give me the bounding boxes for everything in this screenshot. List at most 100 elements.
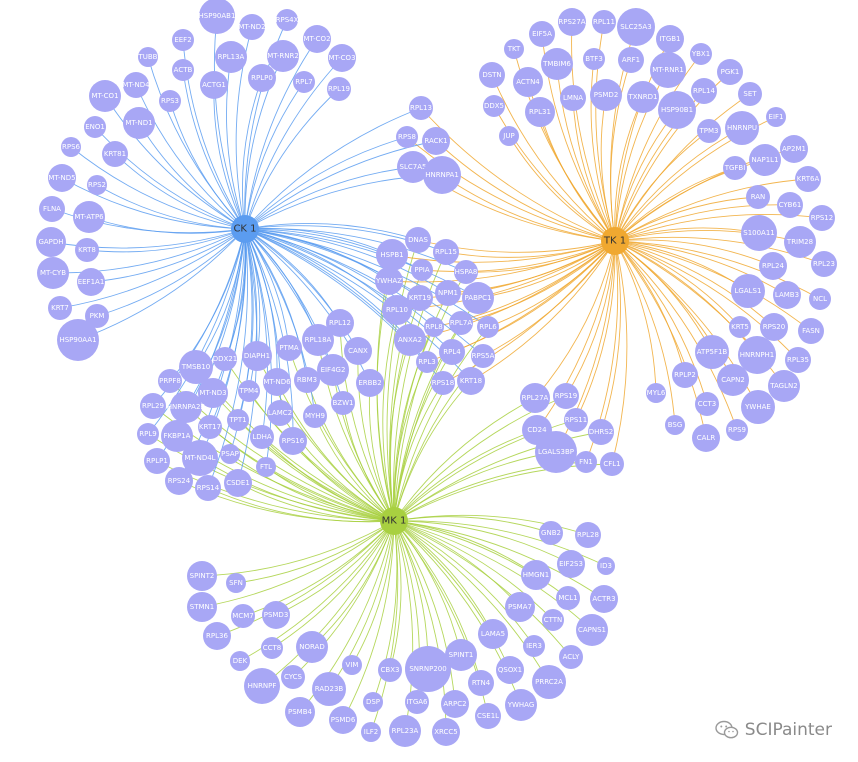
- node-circle: [441, 690, 469, 718]
- wechat-icon: [715, 720, 738, 739]
- node-rpl11: RPL11: [592, 10, 616, 34]
- node-circle: [293, 71, 315, 93]
- node-arf1: ARF1: [618, 47, 644, 73]
- node-label: KRT81: [104, 150, 126, 158]
- node-circle: [165, 467, 193, 495]
- node-circle: [303, 25, 331, 53]
- edge-mk-arpc2: [393, 520, 456, 705]
- node-circle: [405, 227, 431, 253]
- node-tpm3: TPM3: [697, 119, 721, 143]
- node-label: SET: [743, 90, 757, 98]
- node-label: RPS16: [282, 437, 305, 445]
- node-label: MCL1: [558, 594, 577, 602]
- node-circle: [520, 383, 550, 413]
- edge-ck-rps3: [169, 100, 246, 230]
- node-label: TMSB10: [181, 363, 210, 371]
- node-label: RPS14: [197, 484, 220, 492]
- node-label: RPL11: [593, 18, 615, 26]
- node-label: RPL24: [762, 262, 784, 270]
- node-circle: [499, 126, 519, 146]
- edge-tk-rack1: [435, 140, 616, 242]
- node-circle: [342, 655, 362, 675]
- node-circle: [618, 47, 644, 73]
- node-myh9: MYH9: [303, 404, 327, 428]
- node-circle: [187, 592, 217, 622]
- node-mt-nd3: MT-ND3: [198, 378, 228, 408]
- node-hspb1: HSPB1: [376, 239, 408, 271]
- node-capns1: CAPNS1: [576, 614, 608, 646]
- node-rpl24: RPL24: [759, 252, 787, 280]
- node-sfn: SFN: [226, 573, 246, 593]
- node-label: SNRNP200: [409, 665, 446, 673]
- edge-tk-dstn: [491, 74, 616, 242]
- node-label: RPL10: [386, 306, 408, 314]
- node-rbm3: RBM3: [294, 367, 320, 393]
- node-label: KRT8: [78, 246, 96, 254]
- node-cct3: CCT3: [695, 392, 719, 416]
- edge-mk-psmd6: [342, 520, 395, 721]
- node-circle: [723, 156, 747, 180]
- node-circle: [525, 97, 555, 127]
- node-circle: [89, 80, 121, 112]
- node-circle: [276, 9, 298, 31]
- edge-tk-hnrnpu: [614, 127, 743, 242]
- node-label: RPL14: [693, 87, 715, 95]
- node-rpl6: RPL6: [477, 316, 499, 338]
- node-rps12: RPS12: [809, 205, 835, 231]
- node-label: RPS5A: [472, 352, 495, 360]
- node-stmn1: STMN1: [187, 592, 217, 622]
- node-circle: [238, 380, 260, 402]
- node-label: PSAP: [221, 450, 239, 458]
- hub-label: MK 1: [382, 516, 407, 527]
- node-label: MT-RNR2: [267, 52, 299, 60]
- node-rpl19: RPL19: [327, 77, 351, 101]
- node-circle: [795, 166, 821, 192]
- node-label: SPINT2: [190, 572, 215, 580]
- node-label: RPL31: [529, 108, 551, 116]
- node-label: KRT6A: [797, 175, 820, 183]
- node-circle: [85, 304, 109, 328]
- node-circle: [361, 722, 381, 742]
- node-label: EEF1A1: [78, 278, 105, 286]
- node-label: ID3: [600, 562, 612, 570]
- node-label: EIF1: [769, 113, 784, 121]
- node-circle: [48, 296, 72, 320]
- node-circle: [411, 259, 433, 281]
- node-circle: [327, 77, 351, 101]
- hub-label: CK 1: [233, 224, 256, 235]
- node-myl6: MYL6: [646, 383, 666, 403]
- node-circle: [294, 367, 320, 393]
- node-label: YWHAE: [744, 403, 771, 411]
- node-rpl9: RPL9: [137, 423, 159, 445]
- edge-mk-mt-nd6: [276, 381, 395, 522]
- node-label: RPL27A: [522, 394, 549, 402]
- node-rps2: RPS2: [87, 175, 107, 195]
- node-tpm4: TPM4: [238, 380, 260, 402]
- edge-mk-rad23b: [328, 520, 395, 690]
- node-circle: [61, 137, 81, 157]
- edge-tk-rps19: [565, 240, 616, 397]
- node-label: RPS12: [811, 214, 833, 222]
- node-circle: [785, 347, 811, 373]
- node-rpl29: RPL29: [140, 393, 166, 419]
- node-label: ARPC2: [443, 700, 466, 708]
- node-psmd2: PSMD2: [590, 79, 622, 111]
- node-circle: [227, 409, 249, 431]
- node-label: RPLP2: [674, 371, 696, 379]
- node-cycs: CYCS: [281, 665, 305, 689]
- node-label: TPT1: [228, 416, 246, 424]
- node-label: MT-ND4: [122, 81, 150, 89]
- node-circle: [749, 144, 781, 176]
- node-circle: [198, 378, 228, 408]
- node-circle: [539, 521, 563, 545]
- node-circle: [244, 668, 280, 704]
- node-eef1a1: EEF1A1: [77, 268, 105, 296]
- node-label: DDX5: [484, 102, 504, 110]
- node-circle: [588, 419, 614, 445]
- node-label: KRT7: [51, 304, 69, 312]
- node-circle: [87, 175, 107, 195]
- node-circle: [583, 48, 605, 70]
- node-acly: ACLY: [559, 645, 583, 669]
- node-actb: ACTB: [172, 59, 194, 81]
- node-circle: [394, 324, 426, 356]
